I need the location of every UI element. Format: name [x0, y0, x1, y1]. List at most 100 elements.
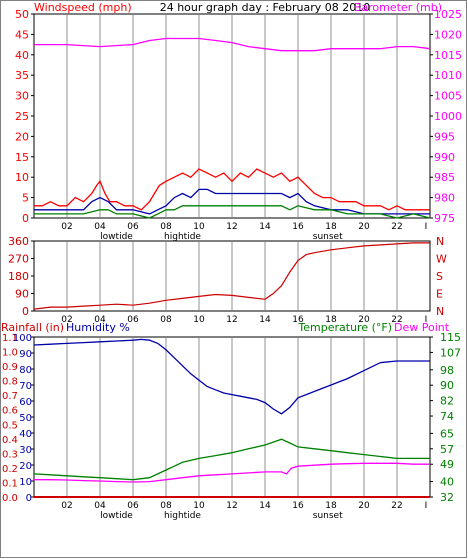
rain-ytick-label: 0.3: [2, 449, 18, 460]
tick-layer: [31, 13, 433, 498]
baro-ytick-label: 1010: [434, 69, 462, 82]
event-label-hightide: hightide: [164, 232, 201, 242]
hum-ytick-label: 0: [26, 493, 32, 504]
hum-ytick-label: 70: [19, 381, 32, 392]
hour-tick-label: 22: [391, 222, 402, 232]
rain-ytick-label: 0.0: [2, 493, 18, 504]
temp-ytick-label: 74: [440, 410, 454, 423]
wind-ytick-label: 15: [15, 151, 29, 164]
hour-tick-label: 22: [391, 501, 402, 511]
event-label-sunset: sunset: [313, 232, 343, 242]
wind-ytick-label: 40: [15, 49, 29, 62]
baro-ytick-label: 990: [434, 151, 455, 164]
hour-tick-label: 08: [160, 501, 172, 511]
hum-ytick-label: 10: [19, 477, 32, 488]
baro-ytick-label: 975: [434, 212, 455, 225]
rain-ytick-label: 0.5: [2, 420, 18, 431]
hour-tick-label: 10: [193, 222, 205, 232]
baro-ytick-label: 985: [434, 171, 455, 184]
hour-tick-label: 06: [127, 501, 139, 511]
compass-label: S: [436, 270, 443, 283]
rain-ytick-label: 0.4: [2, 435, 18, 446]
hour-tick-label: 12: [226, 501, 237, 511]
series-line-hum: [33, 338, 430, 415]
series-line-temp: [33, 438, 430, 481]
hour-tick-label: 10: [193, 501, 205, 511]
hour-tick-label: 18: [325, 501, 337, 511]
hour-tick-label: 04: [94, 315, 106, 325]
hum-ytick-label: 50: [19, 413, 32, 424]
hum-ytick-label: 30: [19, 445, 32, 456]
hour-tick-label: 06: [127, 222, 139, 232]
series-line-dew: [34, 462, 430, 483]
wind-ytick-label: 50: [15, 8, 29, 21]
dir-ytick-label: 270: [8, 253, 29, 266]
hour-tick-label: 06: [127, 315, 139, 325]
rain-ytick-label: 0.6: [2, 406, 18, 417]
grid-layer: [66, 15, 398, 496]
wind-ytick-label: 25: [15, 110, 29, 123]
baro-ytick-label: 1005: [434, 90, 462, 103]
temp-ytick-label: 57: [440, 443, 454, 456]
rain-ytick-label: 0.7: [2, 391, 18, 402]
baro-axis-label: Barometer (mb): [354, 1, 442, 14]
hour-tick-label: 16: [292, 315, 304, 325]
wind-ytick-label: 45: [15, 28, 29, 41]
hour-tick-label: 10: [193, 315, 205, 325]
wind-ytick-label: 30: [15, 90, 29, 103]
hour-tick-label: 02: [61, 222, 72, 232]
hour-tick-label: 22: [391, 315, 402, 325]
compass-label: W: [436, 253, 447, 266]
dir-ytick-label: 180: [8, 270, 29, 283]
hum-ytick-label: 100: [13, 333, 32, 344]
compass-label: N: [436, 305, 444, 318]
hour-tick-label: 04: [94, 222, 106, 232]
temp-ytick-label: 49: [440, 458, 454, 471]
baro-ytick-label: 995: [434, 130, 455, 143]
hum-ytick-label: 90: [19, 349, 32, 360]
series-line-speed: [34, 205, 431, 219]
hum-ytick-label: 80: [19, 365, 32, 376]
wind-ytick-label: 35: [15, 69, 29, 82]
series-line-dir: [33, 242, 430, 310]
rain-ytick-label: 1.1: [2, 333, 18, 344]
temp-ytick-label: 40: [440, 476, 454, 489]
wind-ytick-label: 10: [15, 171, 29, 184]
series-line-gust: [34, 168, 430, 211]
temp-ytick-label: 82: [440, 395, 454, 408]
rain-ytick-label: 0.9: [2, 362, 18, 373]
hour-tick-label: 20: [358, 315, 370, 325]
hour-tick-label: 16: [292, 501, 304, 511]
rain-ytick-label: 1.0: [2, 348, 18, 359]
rain-axis-label: Rainfall (in): [1, 321, 64, 334]
hour-tick-label: 04: [94, 501, 106, 511]
hour-tick-label: 20: [358, 222, 370, 232]
hum-ytick-label: 60: [19, 397, 32, 408]
series-line-avg: [34, 188, 430, 215]
temp-ytick-label: 115: [440, 331, 461, 344]
humidity-axis-label: Humidity %: [66, 321, 130, 334]
baro-ytick-label: 1000: [434, 110, 462, 123]
temp-axis-label: Temperature (°F): [297, 321, 392, 334]
temp-ytick-label: 65: [440, 427, 454, 440]
baro-ytick-label: 1015: [434, 49, 462, 62]
temp-ytick-label: 98: [440, 364, 454, 377]
hour-tick-label: 14: [259, 315, 271, 325]
graph-title: 24 hour graph day : February 08 2010: [160, 1, 371, 14]
event-label-lowtide: lowtide: [100, 511, 133, 521]
hour-tick-label: I: [425, 501, 428, 511]
hum-ytick-label: 20: [19, 461, 32, 472]
hour-tick-label: 18: [325, 315, 337, 325]
hum-ytick-label: 40: [19, 429, 32, 440]
hour-tick-label: I: [425, 315, 428, 325]
hour-tick-label: 08: [160, 315, 172, 325]
rain-ytick-label: 0.1: [2, 478, 18, 489]
series-line-baro: [34, 37, 431, 52]
hour-tick-label: 14: [259, 501, 271, 511]
dewpoint-axis-label: Dew Point: [394, 321, 450, 334]
hour-tick-label: 16: [292, 222, 304, 232]
temp-ytick-label: 90: [440, 379, 454, 392]
temp-ytick-label: 32: [440, 491, 454, 504]
